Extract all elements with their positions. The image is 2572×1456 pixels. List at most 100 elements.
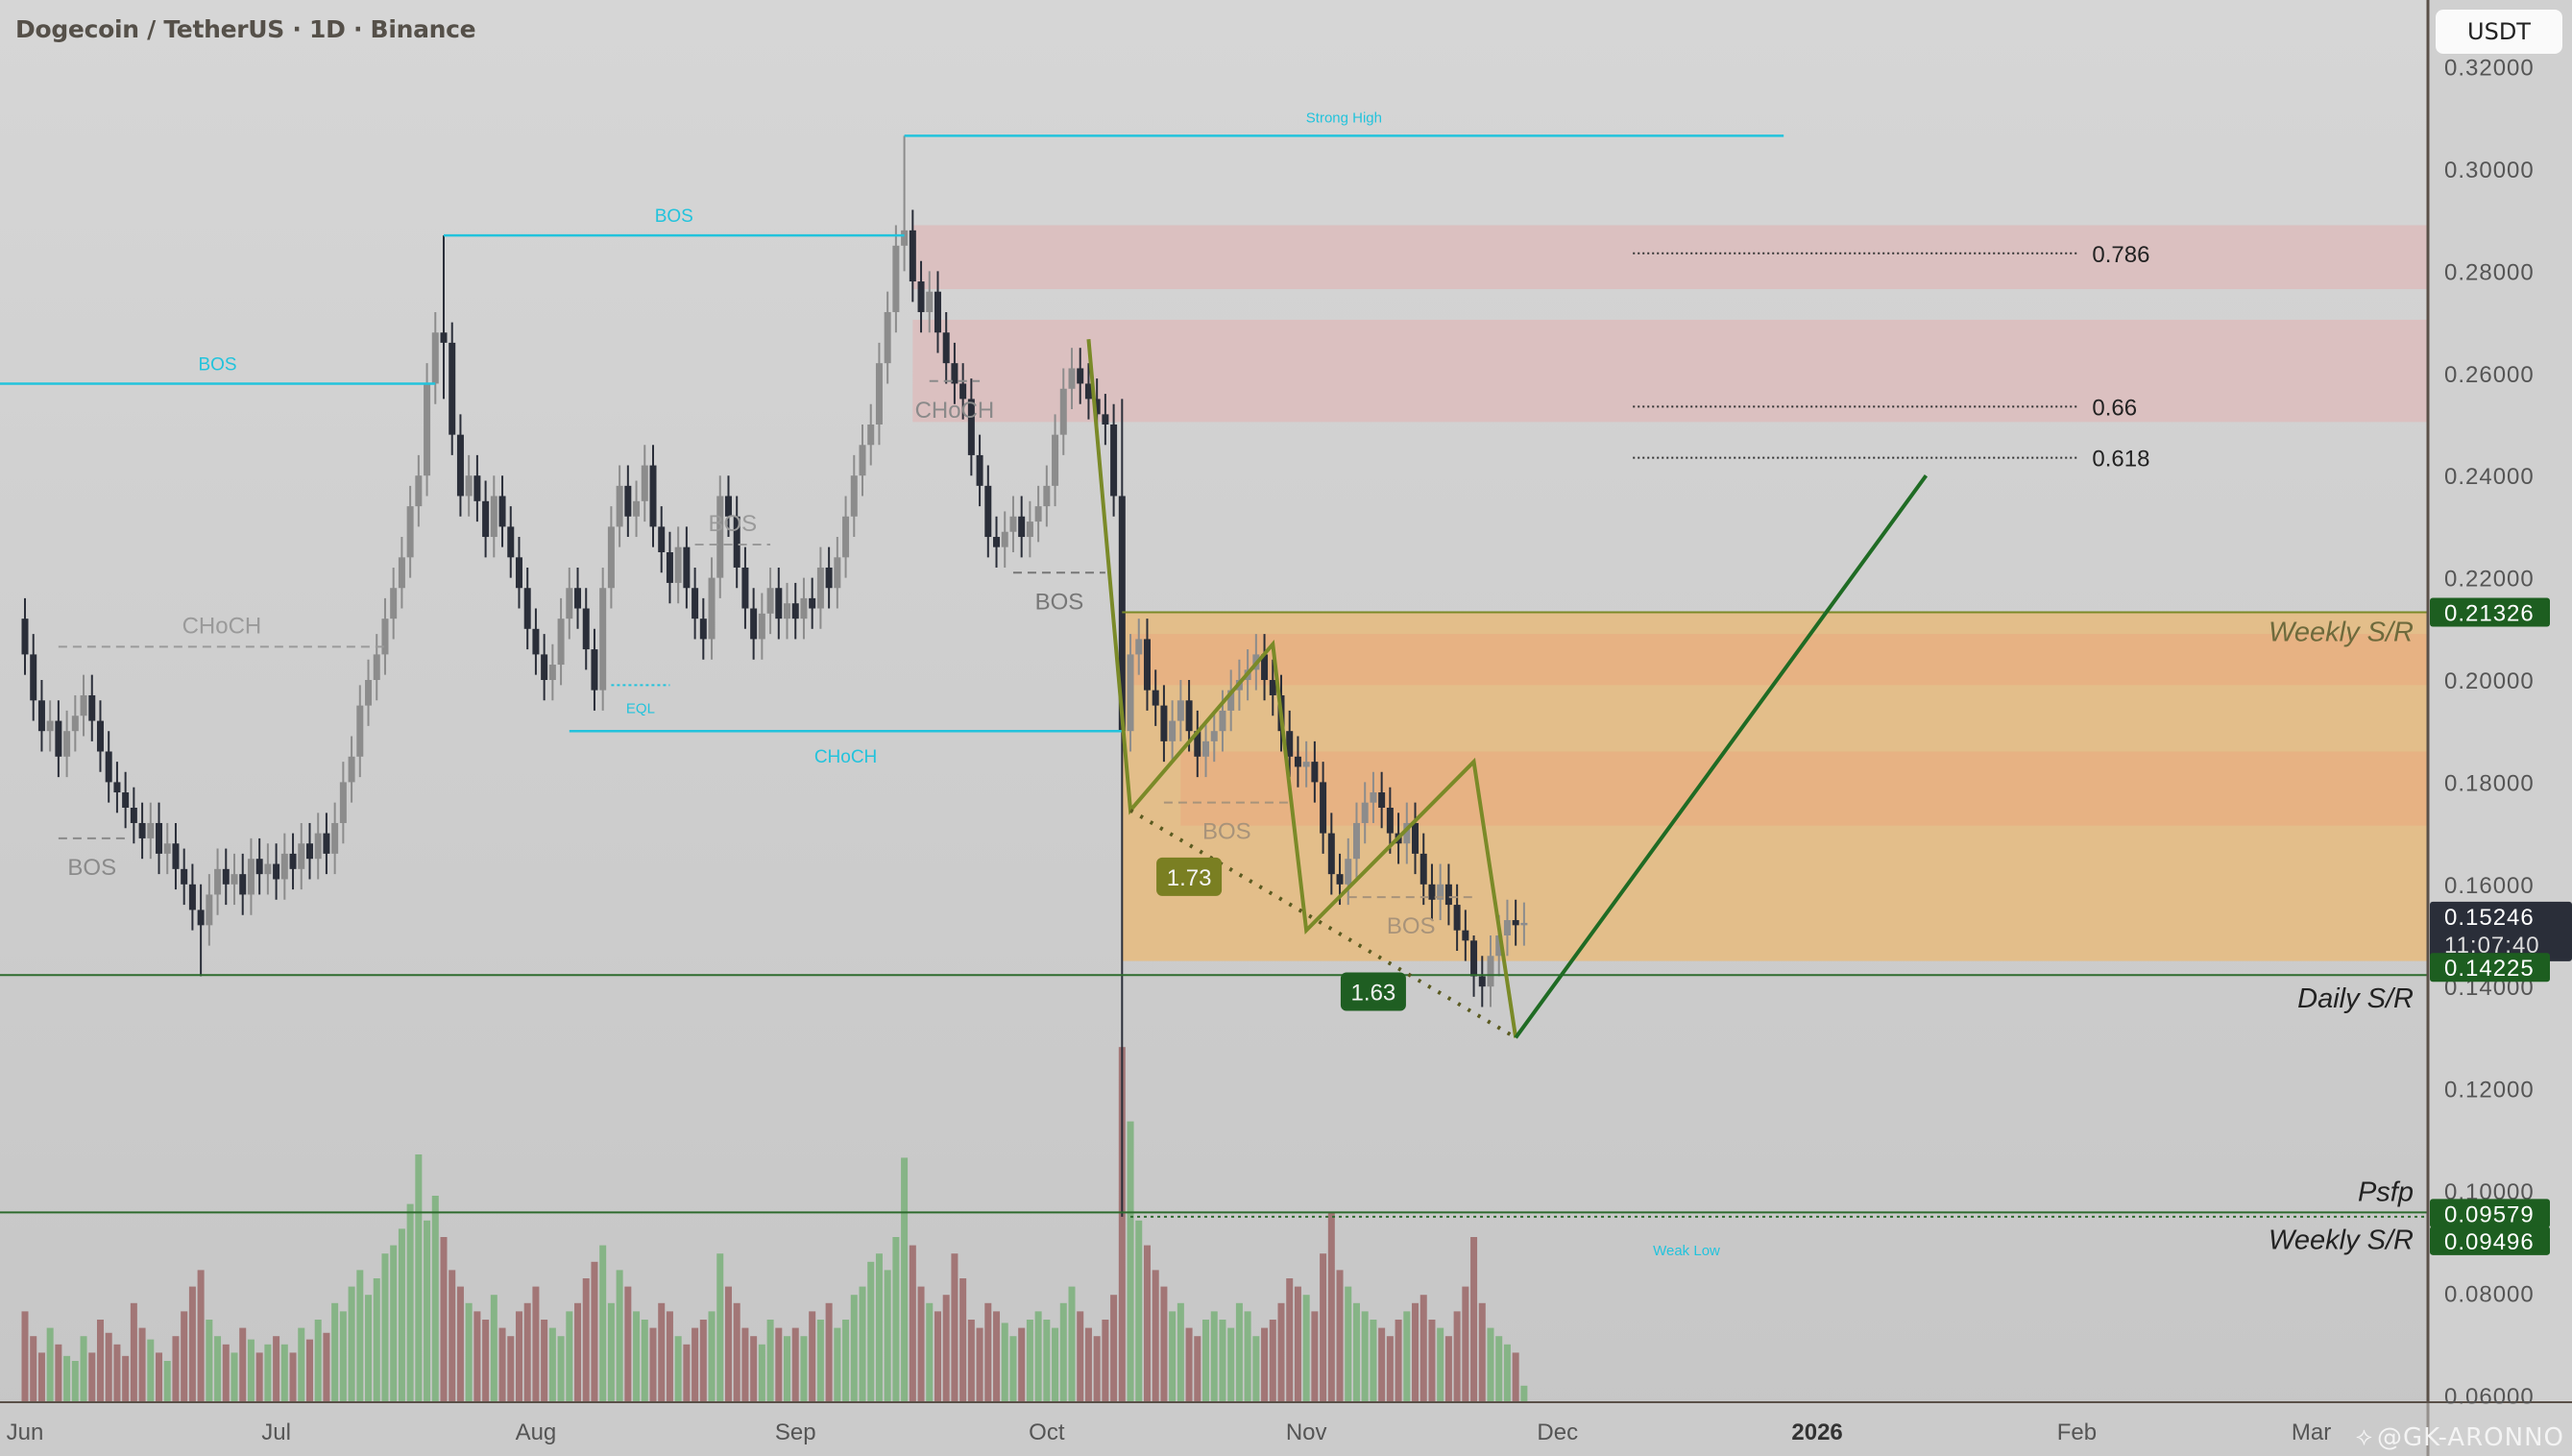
volume-bar — [1093, 1336, 1101, 1402]
volume-bar — [255, 1352, 263, 1402]
structure-label: BOS — [1035, 589, 1084, 615]
volume-bar — [482, 1320, 490, 1402]
candle-body — [934, 291, 941, 333]
currency-button[interactable]: USDT — [2436, 10, 2562, 54]
candle-body — [415, 475, 423, 507]
candle-body — [456, 434, 464, 497]
candle-body — [901, 230, 909, 246]
volume-bar — [825, 1302, 833, 1402]
volume-bar — [607, 1302, 615, 1402]
candle-body — [1084, 383, 1092, 400]
volume-bar — [708, 1311, 716, 1402]
price-label-value: 0.09579 — [2444, 1201, 2535, 1227]
candle-body — [1437, 884, 1444, 900]
candle-body — [942, 332, 950, 364]
candle-body — [724, 496, 732, 517]
volume-bar — [809, 1311, 816, 1402]
candle-body — [791, 603, 799, 619]
time-tick-label: Oct — [1029, 1420, 1065, 1445]
volume-bar — [323, 1332, 330, 1402]
volume-bar — [984, 1302, 992, 1402]
volume-bar — [339, 1311, 347, 1402]
candle-body — [55, 720, 62, 757]
volume-bar — [1068, 1286, 1076, 1402]
candle-body — [1110, 425, 1118, 497]
candle-body — [1412, 822, 1419, 854]
candle-body — [80, 694, 87, 716]
candle-body — [1386, 808, 1394, 834]
volume-bar — [641, 1320, 648, 1402]
price-label-value: 0.15246 — [2444, 905, 2535, 931]
volume-bar — [1135, 1220, 1143, 1402]
volume-bar — [1386, 1336, 1394, 1402]
volume-bar — [591, 1261, 598, 1402]
price-tick-label: 0.08000 — [2444, 1281, 2535, 1307]
volume-bar — [314, 1320, 322, 1402]
volume-bar — [440, 1237, 448, 1402]
candle-body — [557, 619, 565, 666]
price-tick-label: 0.32000 — [2444, 56, 2535, 82]
candle-body — [406, 506, 414, 558]
volume-bar — [766, 1320, 774, 1402]
candle-body — [1009, 516, 1017, 532]
volume-bar — [699, 1320, 707, 1402]
volume-bar — [1462, 1286, 1469, 1402]
volume-bar — [1419, 1295, 1427, 1402]
candle-body — [163, 843, 171, 854]
candle-body — [498, 496, 506, 527]
ratio-badge — [1340, 972, 1406, 1011]
candle-body — [449, 342, 456, 435]
volume-bar — [1412, 1302, 1419, 1402]
candle-body — [37, 700, 45, 732]
volume-bar — [113, 1344, 121, 1402]
candle-body — [222, 868, 230, 885]
volume-bar — [1185, 1327, 1193, 1402]
price-label-value: 0.21326 — [2444, 600, 2535, 626]
volume-bar — [1302, 1295, 1310, 1402]
volume-bar — [1244, 1311, 1251, 1402]
price-tick-label: 0.26000 — [2444, 362, 2535, 388]
volume-bar — [541, 1320, 548, 1402]
candle-body — [424, 383, 431, 476]
volume-bar — [130, 1302, 137, 1402]
volume-bar — [1294, 1286, 1301, 1402]
candle-body — [88, 694, 96, 721]
candle-body — [909, 230, 916, 282]
volume-bar — [1210, 1311, 1218, 1402]
watermark-text: @GK-ARONNO — [2377, 1422, 2564, 1452]
volume-bar — [842, 1320, 850, 1402]
volume-bar — [96, 1320, 104, 1402]
volume-bar — [1370, 1320, 1377, 1402]
volume-bar — [163, 1361, 171, 1402]
volume-bar — [976, 1327, 983, 1402]
volume-bar — [775, 1327, 783, 1402]
time-tick-label: Aug — [516, 1420, 557, 1445]
candle-body — [197, 910, 205, 926]
volume-bar — [993, 1311, 1001, 1402]
volume-bar — [548, 1327, 556, 1402]
volume-bar — [875, 1253, 883, 1402]
candle-body — [465, 475, 473, 497]
candle-body — [331, 822, 339, 854]
candle-body — [733, 516, 740, 568]
candle-body — [741, 567, 749, 609]
candle-body — [959, 383, 967, 400]
symbol-title: Dogecoin / TetherUS · 1D · Binance — [15, 15, 476, 43]
volume-bar — [1378, 1327, 1386, 1402]
candle-body — [1311, 762, 1319, 783]
candle-body — [298, 843, 305, 869]
volume-bar — [784, 1336, 791, 1402]
candle-body — [138, 822, 146, 838]
volume-bar — [181, 1311, 188, 1402]
volume-bar — [473, 1311, 481, 1402]
candle-body — [775, 588, 783, 619]
candle-body — [850, 475, 858, 517]
candle-body — [649, 465, 657, 527]
candle-body — [1194, 731, 1201, 757]
volume-bar — [264, 1344, 272, 1402]
volume-bar — [1077, 1311, 1084, 1402]
candle-body — [1059, 388, 1067, 435]
volume-bar — [63, 1355, 71, 1402]
volume-bar — [1009, 1336, 1017, 1402]
